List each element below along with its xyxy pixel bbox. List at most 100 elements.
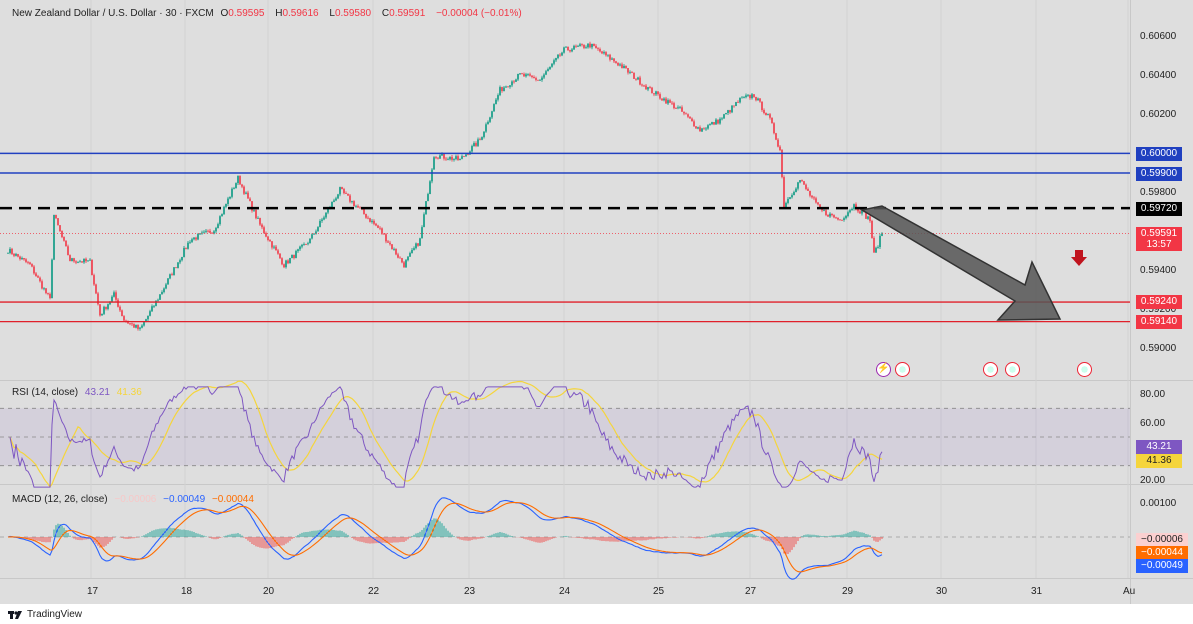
macd-histogram-bar	[719, 533, 721, 537]
macd-histogram-bar	[187, 530, 189, 537]
candle-body	[419, 238, 421, 246]
candle-body	[7, 252, 9, 254]
candle-body	[239, 175, 241, 185]
bar-countdown: 13:57	[1146, 239, 1172, 250]
macd-histogram-bar	[175, 528, 177, 537]
candle-body	[503, 87, 505, 91]
macd-histogram-bar	[717, 533, 719, 537]
candle-body	[105, 306, 107, 309]
price-label: 0.60600	[1140, 31, 1177, 42]
candle-body	[595, 45, 597, 49]
us-flag-event-icon[interactable]	[983, 362, 998, 377]
macd-histogram-bar	[703, 537, 705, 538]
candle-body	[415, 243, 417, 249]
candle-body	[695, 126, 697, 129]
candle-body	[525, 74, 527, 77]
macd-histogram-bar	[323, 529, 325, 537]
macd-histogram-bar	[213, 537, 215, 540]
us-flag-event-icon[interactable]	[895, 362, 910, 377]
lightning-event-icon[interactable]: ⚡	[876, 362, 891, 377]
macd-legend[interactable]: MACD (12, 26, close) −0.00006 −0.00049 −…	[12, 494, 258, 505]
date-label: 24	[559, 586, 571, 597]
candle-body	[255, 209, 257, 219]
candle-body	[759, 98, 761, 102]
macd-histogram-bar	[161, 528, 163, 537]
candle-body	[299, 246, 301, 250]
macd-histogram-bar	[93, 537, 95, 542]
macd-histogram-bar	[817, 535, 819, 537]
rsi-ma-value: 41.36	[116, 387, 142, 398]
date-label: 22	[368, 586, 380, 597]
macd-histogram-bar	[319, 529, 321, 537]
candle-body	[673, 103, 675, 109]
macd-histogram-bar	[377, 537, 379, 544]
macd-histogram-bar	[67, 533, 69, 537]
candle-body	[319, 220, 321, 228]
macd-histogram-bar	[593, 537, 595, 540]
macd-histogram-bar	[675, 537, 677, 538]
macd-histogram-bar	[243, 537, 245, 538]
macd-histogram-bar	[715, 533, 717, 537]
candle-body	[187, 242, 189, 249]
candle-body	[523, 73, 525, 77]
chart-area[interactable]: New Zealand Dollar / U.S. Dollar · 30 · …	[0, 0, 1193, 604]
candle-body	[49, 293, 51, 299]
macd-histogram-bar	[229, 534, 231, 537]
candle-body	[325, 212, 327, 218]
candle-body	[721, 118, 723, 120]
candle-body	[713, 122, 715, 125]
date-label: 20	[263, 586, 275, 597]
candle-body	[593, 43, 595, 46]
candle-body	[527, 74, 529, 76]
macd-histogram-bar	[855, 530, 857, 537]
macd-histogram-bar	[43, 537, 45, 543]
us-flag-event-icon[interactable]	[1077, 362, 1092, 377]
macd-histogram-bar	[341, 531, 343, 537]
candle-body	[39, 277, 41, 282]
candle-body	[557, 54, 559, 59]
rsi-legend[interactable]: RSI (14, close) 43.21 41.36	[12, 387, 146, 398]
macd-histogram-bar	[637, 537, 639, 541]
candle-body	[723, 114, 725, 119]
candle-body	[101, 313, 103, 316]
macd-histogram-bar	[35, 537, 37, 541]
macd-histogram-bar	[235, 533, 237, 537]
candle-body	[751, 94, 753, 99]
macd-histogram-bar	[845, 533, 847, 537]
candle-body	[849, 210, 851, 213]
macd-histogram-bar	[129, 537, 131, 539]
macd-histogram-bar	[125, 537, 127, 539]
candle-body	[165, 284, 167, 289]
date-label: 25	[653, 586, 665, 597]
macd-histogram-bar	[379, 537, 381, 543]
candle-body	[163, 288, 165, 293]
candle-body	[119, 306, 121, 311]
candle-body	[783, 177, 785, 208]
candle-body	[445, 158, 447, 160]
candle-body	[499, 87, 501, 96]
candle-body	[443, 153, 445, 159]
candle-body	[659, 94, 661, 99]
macd-histogram-bar	[459, 537, 461, 540]
candle-body	[729, 110, 731, 113]
candle-body	[347, 193, 349, 196]
macd-histogram-bar	[347, 534, 349, 537]
macd-histogram-bar	[793, 537, 795, 548]
candle-body	[765, 113, 767, 116]
macd-histogram-bar	[835, 535, 837, 537]
candle-body	[667, 100, 669, 104]
macd-histogram-bar	[449, 532, 451, 537]
chart-canvas[interactable]	[0, 0, 1193, 604]
candle-body	[607, 54, 609, 56]
rsi-tag: 43.21	[1136, 440, 1182, 454]
candle-body	[145, 319, 147, 323]
macd-histogram-bar	[81, 537, 83, 541]
candle-body	[303, 244, 305, 245]
candle-body	[549, 66, 551, 70]
macd-histogram-bar	[331, 529, 333, 537]
tradingview-logo[interactable]: TradingView	[8, 609, 82, 620]
candle-body	[339, 187, 341, 195]
macd-histogram-bar	[857, 531, 859, 537]
us-flag-event-icon[interactable]	[1005, 362, 1020, 377]
macd-histogram-bar	[641, 537, 643, 541]
